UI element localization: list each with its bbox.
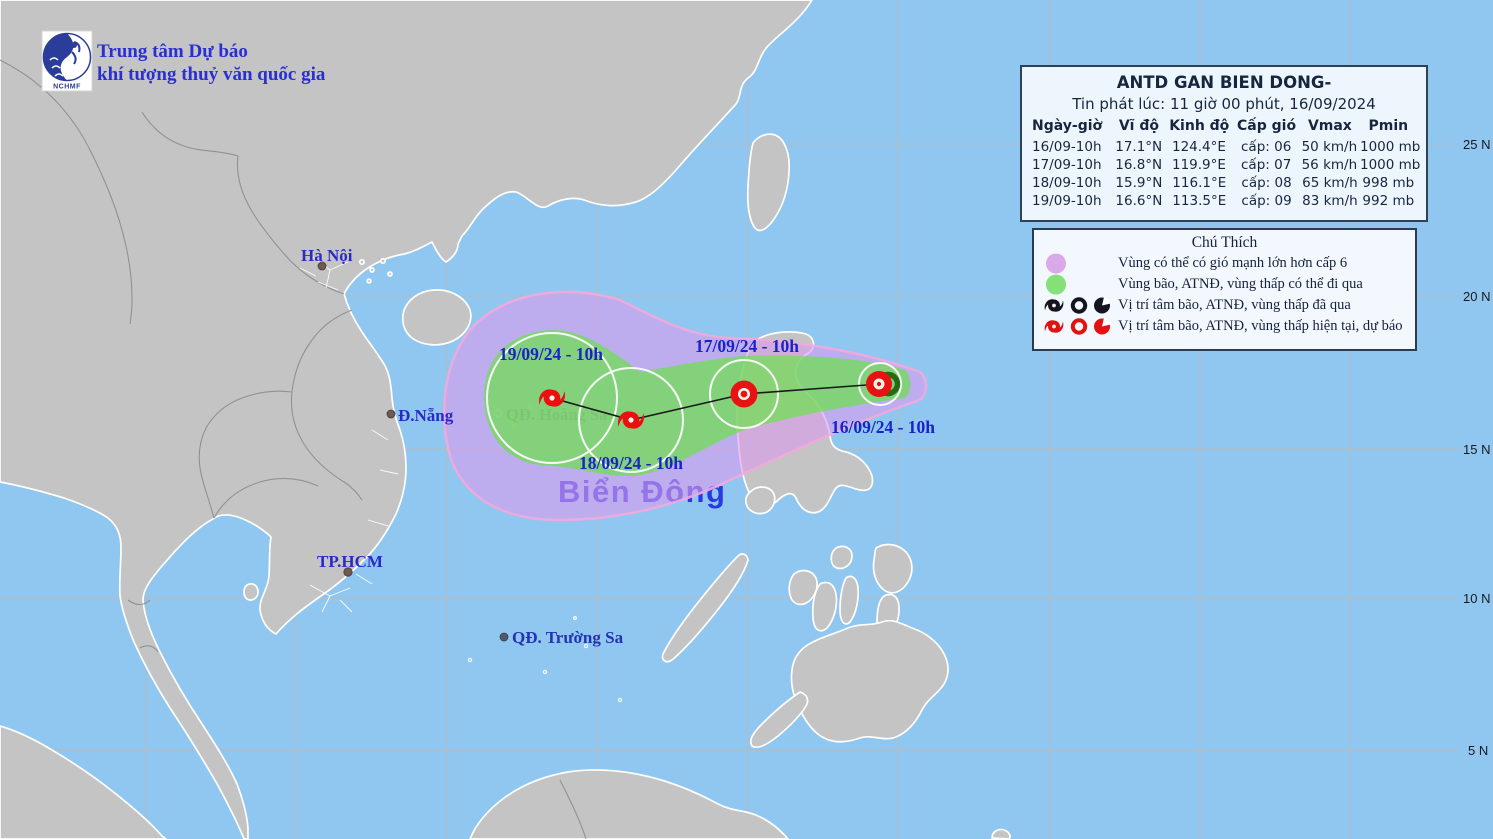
col-header: Vmax <box>1307 118 1352 134</box>
hanoi-label: Hà Nội <box>301 246 353 265</box>
lat-label-10n: 10 N <box>1463 591 1490 606</box>
cell: 992 mb <box>1362 193 1415 209</box>
track-corridor-area <box>483 330 911 476</box>
cell: 16.6°N <box>1115 193 1163 209</box>
hcmc-label: TP.HCM <box>317 552 383 571</box>
lat-label-20n: 20 N <box>1463 289 1490 304</box>
cell: cấp: 06 <box>1241 139 1292 155</box>
taiwan-island <box>746 133 791 232</box>
cell: 1000 mb <box>1360 139 1421 155</box>
storm-track-line <box>551 383 881 421</box>
cell: cấp: 09 <box>1241 193 1292 209</box>
agency-name: Trung tâm Dự báo khí tượng thuỷ văn quốc… <box>97 41 326 85</box>
palawan-island <box>661 553 749 663</box>
borneo-island <box>469 769 789 839</box>
legend-item-label: Vùng bão, ATNĐ, vùng thấp có thể đi qua <box>1118 275 1363 292</box>
logo-text: NCHMF <box>53 84 81 91</box>
cell: 998 mb <box>1362 175 1415 191</box>
lat-label-25n: 25 N <box>1463 137 1490 152</box>
col-header: Vĩ độ <box>1118 118 1159 134</box>
samar-island <box>872 543 913 594</box>
legend-item-label: Vị trí tâm bão, ATNĐ, vùng thấp hiện tại… <box>1118 317 1403 334</box>
danang-dot <box>386 409 396 419</box>
cell: 15.9°N <box>1115 175 1163 191</box>
cell: 50 km/h <box>1301 139 1358 155</box>
bulletin-issued-time: Tin phát lúc: 11 giờ 00 phút, 16/09/2024 <box>1072 95 1376 113</box>
hcmc-dot <box>343 567 353 577</box>
mindoro-island <box>744 486 776 515</box>
date-label-17: 17/09/24 - 10h <box>695 336 799 356</box>
cell: 65 km/h <box>1302 175 1358 191</box>
legend-panel: Chú Thích Vùng có thể có gió mạnh lớn hơ… <box>1032 228 1417 351</box>
lat-label-15n: 15 N <box>1463 442 1490 457</box>
date-label-16: 16/09/24 - 10h <box>831 417 935 437</box>
truongsa-label: QĐ. Trường Sa <box>512 628 624 647</box>
agency-name-line2: khí tượng thuỷ văn quốc gia <box>97 64 326 85</box>
table-row: 16/09-10h 17.1°N 124.4°E cấp: 06 50 km/h… <box>1032 138 1421 156</box>
country-borders <box>0 59 587 839</box>
legend-item: Vị trí tâm bão, ATNĐ, vùng thấp đã qua <box>1042 295 1407 316</box>
city-labels: Hà Nội Đ.Nẵng TP.HCM QĐ. Trường Sa <box>301 246 624 647</box>
legend-title: Chú Thích <box>1191 234 1258 251</box>
cell: 18/09-10h <box>1032 175 1102 191</box>
cell: 124.4°E <box>1172 139 1226 155</box>
table-row: 17/09-10h 16.8°N 119.9°E cấp: 07 56 km/h… <box>1032 156 1421 174</box>
sumatra-island <box>0 725 167 839</box>
col-header: Pmin <box>1368 118 1409 134</box>
danang-label: Đ.Nẵng <box>398 406 454 425</box>
truongsa-dot <box>499 632 509 642</box>
cell: 16/09-10h <box>1032 139 1102 155</box>
forecast-uncertainty-circles <box>486 332 902 473</box>
hanoi-dot <box>317 261 327 271</box>
wind-area-circle-icon <box>1042 253 1118 274</box>
cell: 17/09-10h <box>1032 157 1102 173</box>
cell: cấp: 08 <box>1241 175 1292 191</box>
lat-label-5n: 5 N <box>1468 743 1488 758</box>
track-date-labels: 16/09/24 - 10h 17/09/24 - 10h 18/09/24 -… <box>499 336 935 473</box>
table-row: 19/09-10h 16.6°N 113.5°E cấp: 09 83 km/h… <box>1032 192 1416 210</box>
landmasses <box>0 0 1011 839</box>
legend-item-label: Vùng có thể có gió mạnh lớn hơn cấp 6 <box>1118 254 1348 271</box>
cell: 119.9°E <box>1172 157 1226 173</box>
hainan-island <box>401 289 472 346</box>
province-borders <box>299 254 399 613</box>
cell: 116.1°E <box>1172 175 1227 191</box>
table-row: 18/09-10h 15.9°N 116.1°E cấp: 08 65 km/h… <box>1032 174 1416 192</box>
legend-item: Vùng có thể có gió mạnh lớn hơn cấp 6 <box>1042 253 1407 274</box>
cell: 56 km/h <box>1301 157 1358 173</box>
date-label-19: 19/09/24 - 10h <box>499 344 603 364</box>
legend-item-label: Vị trí tâm bão, ATNĐ, vùng thấp đã qua <box>1118 296 1351 313</box>
current-forecast-symbols-icon <box>1042 316 1118 337</box>
latitude-labels: 25 N 20 N 15 N 10 N 5 N <box>1463 137 1490 758</box>
col-header: Cấp gió <box>1237 118 1297 134</box>
nchmf-logo: NCHMF <box>41 30 93 92</box>
legend-item: Vị trí tâm bão, ATNĐ, vùng thấp hiện tại… <box>1042 316 1407 337</box>
truongsa-islets <box>467 615 623 703</box>
cell: 113.5°E <box>1172 193 1227 209</box>
legend-item: Vùng bão, ATNĐ, vùng thấp có thể đi qua <box>1042 274 1407 295</box>
cell: 16.8°N <box>1115 157 1163 173</box>
cell: 1000 mb <box>1360 157 1421 173</box>
date-label-18: 18/09/24 - 10h <box>579 453 683 473</box>
cell: cấp: 07 <box>1241 157 1292 173</box>
col-header: Ngày-giờ <box>1032 118 1103 134</box>
storm-bulletin-panel: ANTD GAN BIEN DONG- Tin phát lúc: 11 giờ… <box>1020 65 1428 222</box>
bulletin-title: ANTD GAN BIEN DONG- <box>1116 73 1332 92</box>
past-position-symbols-icon <box>1042 295 1118 316</box>
current-position-icon <box>866 371 892 397</box>
bulletin-header-row: Ngày-giờ Vĩ độ Kinh độ Cấp gió Vmax Pmin <box>1032 115 1416 138</box>
mainland-asia-indochina <box>0 0 813 839</box>
forecast-position-17-icon <box>730 380 758 408</box>
agency-name-line1: Trung tâm Dự báo <box>97 41 248 62</box>
cell: 19/09-10h <box>1032 193 1102 209</box>
cell: 17.1°N <box>1115 139 1163 155</box>
track-area-circle-icon <box>1042 274 1118 295</box>
cell: 83 km/h <box>1302 193 1358 209</box>
col-header: Kinh độ <box>1169 118 1230 134</box>
